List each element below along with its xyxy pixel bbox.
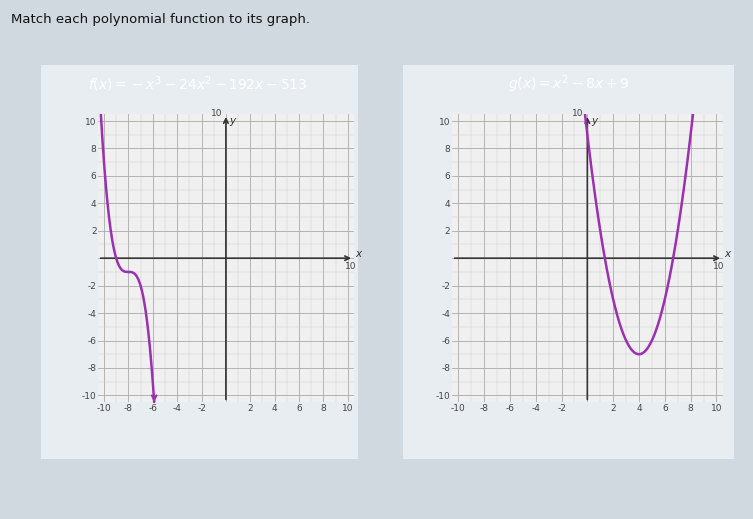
Text: $g(x) = x^2 - 8x + 9$: $g(x) = x^2 - 8x + 9$ bbox=[508, 74, 630, 95]
Text: 10: 10 bbox=[345, 262, 356, 271]
Text: 10: 10 bbox=[211, 110, 222, 118]
Text: y: y bbox=[591, 116, 597, 126]
Text: y: y bbox=[230, 116, 236, 126]
Text: 10: 10 bbox=[572, 110, 584, 118]
Text: Match each polynomial function to its graph.: Match each polynomial function to its gr… bbox=[11, 13, 310, 26]
Text: $f(x) = -x^3 - 24x^2 - 192x - 513$: $f(x) = -x^3 - 24x^2 - 192x - 513$ bbox=[88, 75, 307, 94]
Text: x: x bbox=[355, 249, 361, 259]
Text: x: x bbox=[724, 249, 730, 259]
Text: 10: 10 bbox=[713, 262, 724, 271]
